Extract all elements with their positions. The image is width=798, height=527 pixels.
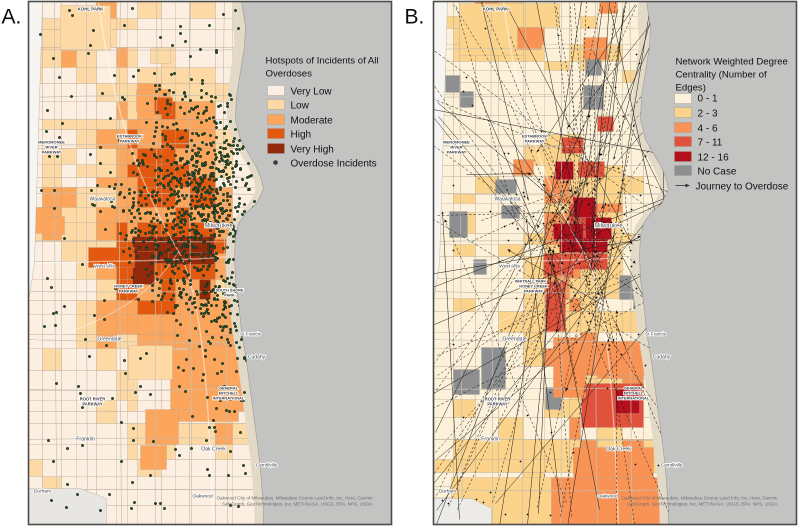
svg-text:Greendale: Greendale bbox=[97, 337, 121, 343]
svg-text:Oakwood: Oakwood bbox=[192, 494, 213, 500]
svg-text:Overdose Incidents: Overdose Incidents bbox=[291, 159, 377, 170]
svg-text:Wauwatosa: Wauwatosa bbox=[90, 197, 116, 203]
svg-text:PARKWAY: PARKWAY bbox=[42, 150, 62, 155]
svg-text:PARK: PARK bbox=[224, 294, 235, 298]
svg-text:Very Low: Very Low bbox=[291, 87, 333, 98]
svg-text:Oakwood City of Milwaukee, Mil: Oakwood City of Milwaukee, Milwaukee Cou… bbox=[621, 496, 777, 501]
svg-text:St Francis: St Francis bbox=[240, 332, 261, 337]
svg-text:PARKWAY: PARKWAY bbox=[447, 150, 467, 155]
svg-text:Cudahy: Cudahy bbox=[248, 355, 266, 361]
svg-text:Durham: Durham bbox=[34, 489, 51, 495]
svg-text:ROOT RIVER: ROOT RIVER bbox=[485, 397, 511, 402]
svg-text:Moderate: Moderate bbox=[291, 116, 334, 127]
svg-text:MITCHELL: MITCHELL bbox=[219, 391, 239, 396]
svg-text:INTERNATIONAL: INTERNATIONAL bbox=[618, 396, 650, 401]
svg-text:Oak Creek: Oak Creek bbox=[201, 447, 226, 453]
svg-text:Milwaukee: Milwaukee bbox=[204, 224, 233, 230]
svg-text:Oak Creek: Oak Creek bbox=[606, 447, 631, 453]
svg-text:A.: A. bbox=[2, 6, 22, 29]
svg-text:ESTABROOK: ESTABROOK bbox=[522, 134, 547, 139]
svg-text:SOUTH SHORE: SOUTH SHORE bbox=[216, 289, 244, 293]
svg-text:RIVER: RIVER bbox=[450, 145, 462, 150]
svg-text:GENERAL: GENERAL bbox=[219, 386, 239, 391]
svg-text:PARKWAY: PARKWAY bbox=[524, 289, 544, 294]
svg-text:HONEY CREEK: HONEY CREEK bbox=[114, 284, 143, 289]
svg-text:Journey to Overdose: Journey to Overdose bbox=[696, 182, 789, 193]
svg-text:Oakwood City of Milwaukee, Mil: Oakwood City of Milwaukee, Milwaukee Cou… bbox=[216, 496, 372, 501]
svg-text:PARKWAY: PARKWAY bbox=[82, 402, 103, 407]
svg-text:MITCHELL: MITCHELL bbox=[624, 391, 644, 396]
svg-text:B.: B. bbox=[405, 6, 425, 29]
svg-text:Network Weighted Degree: Network Weighted Degree bbox=[676, 57, 788, 68]
svg-text:GENERAL: GENERAL bbox=[624, 386, 644, 391]
svg-text:Greendale: Greendale bbox=[502, 337, 526, 343]
svg-text:WHITNALL PARK: WHITNALL PARK bbox=[515, 280, 547, 284]
svg-text:ROOT RIVER: ROOT RIVER bbox=[80, 397, 106, 402]
svg-text:HONEY CREEK: HONEY CREEK bbox=[519, 284, 548, 289]
svg-text:PARKWAY: PARKWAY bbox=[120, 139, 140, 144]
svg-text:PARKWAY: PARKWAY bbox=[119, 289, 139, 294]
svg-text:SafeGraph, GeoTechnologies, In: SafeGraph, GeoTechnologies, Inc, METI/NA… bbox=[222, 502, 373, 507]
svg-text:Wauwatosa: Wauwatosa bbox=[495, 197, 521, 203]
svg-text:West Allis: West Allis bbox=[94, 264, 115, 270]
svg-text:KOHL PARK: KOHL PARK bbox=[78, 7, 105, 12]
svg-text:Carrollville: Carrollville bbox=[256, 463, 278, 468]
svg-text:High: High bbox=[291, 130, 312, 141]
svg-text:Overdoses: Overdoses bbox=[266, 69, 313, 80]
svg-text:Carrollville: Carrollville bbox=[661, 463, 683, 468]
svg-text:Cudahy: Cudahy bbox=[653, 355, 671, 361]
svg-text:Oakwood: Oakwood bbox=[597, 494, 618, 500]
svg-text:No Case: No Case bbox=[698, 167, 737, 178]
svg-text:2 - 3: 2 - 3 bbox=[698, 109, 718, 120]
svg-text:ESTABROOK: ESTABROOK bbox=[117, 134, 142, 139]
svg-text:MENOMONEE: MENOMONEE bbox=[443, 140, 470, 145]
svg-text:RIVER: RIVER bbox=[45, 145, 57, 150]
svg-text:Edges): Edges) bbox=[676, 83, 706, 94]
svg-text:PARKWAY: PARKWAY bbox=[525, 139, 545, 144]
svg-text:Franklin: Franklin bbox=[76, 437, 95, 443]
svg-text:Centrality (Number of: Centrality (Number of bbox=[676, 70, 768, 81]
svg-text:Very High: Very High bbox=[291, 145, 334, 156]
svg-text:Low: Low bbox=[291, 101, 310, 112]
svg-text:West Allis: West Allis bbox=[499, 264, 520, 270]
svg-text:Hotspots of Incidents of All: Hotspots of Incidents of All bbox=[266, 56, 379, 67]
svg-text:Durham: Durham bbox=[439, 489, 456, 495]
svg-text:0 - 1: 0 - 1 bbox=[698, 94, 718, 105]
svg-text:SafeGraph, GeoTechnologies, In: SafeGraph, GeoTechnologies, Inc, METI/NA… bbox=[627, 502, 778, 507]
svg-text:12 - 16: 12 - 16 bbox=[698, 153, 730, 164]
svg-text:Milwaukee: Milwaukee bbox=[594, 224, 623, 230]
svg-text:Franklin: Franklin bbox=[481, 437, 500, 443]
svg-text:4 - 6: 4 - 6 bbox=[698, 124, 718, 135]
svg-text:KOHL PARK: KOHL PARK bbox=[483, 7, 510, 12]
svg-text:MENOMONEE: MENOMONEE bbox=[38, 140, 65, 145]
svg-text:7 - 11: 7 - 11 bbox=[698, 138, 723, 149]
svg-text:PARKWAY: PARKWAY bbox=[487, 402, 508, 407]
svg-text:St Francis: St Francis bbox=[645, 332, 666, 337]
svg-text:INTERNATIONAL: INTERNATIONAL bbox=[213, 396, 245, 401]
